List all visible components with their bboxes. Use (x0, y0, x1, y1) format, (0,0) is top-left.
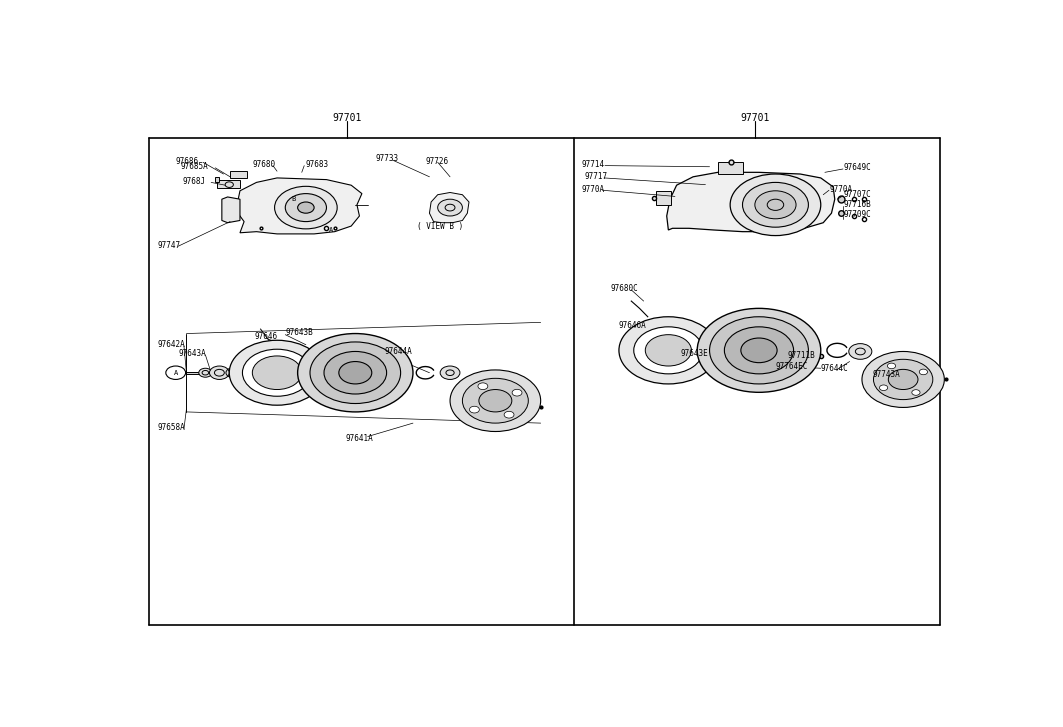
Circle shape (504, 411, 514, 418)
Text: 97680C: 97680C (610, 284, 639, 293)
Text: 97711B: 97711B (788, 351, 815, 361)
Polygon shape (667, 172, 834, 232)
Circle shape (478, 383, 488, 390)
Text: ( VIEW B ): ( VIEW B ) (417, 222, 463, 230)
Text: 97764EC: 97764EC (776, 361, 808, 371)
Circle shape (912, 390, 921, 395)
Text: 97683: 97683 (306, 160, 330, 169)
Text: 97643B: 97643B (285, 328, 313, 337)
Circle shape (470, 406, 479, 413)
Circle shape (274, 186, 337, 229)
Circle shape (741, 338, 777, 363)
Text: 97701: 97701 (333, 113, 361, 123)
Text: 97714: 97714 (581, 160, 605, 169)
Text: 97685A: 97685A (181, 162, 208, 172)
Bar (230, 172, 247, 178)
Circle shape (619, 317, 718, 384)
Text: 9768J: 9768J (183, 177, 205, 186)
Text: 97643E: 97643E (680, 349, 708, 358)
Bar (215, 177, 219, 182)
Circle shape (199, 369, 212, 377)
Circle shape (862, 351, 944, 407)
Circle shape (889, 369, 918, 390)
Text: 97658A: 97658A (157, 423, 185, 432)
Circle shape (209, 366, 230, 379)
Text: 97717: 97717 (585, 172, 607, 181)
Circle shape (438, 199, 462, 216)
Circle shape (339, 361, 372, 384)
Text: 9770A: 9770A (829, 185, 853, 193)
Text: 97707C: 97707C (843, 190, 871, 199)
Circle shape (743, 182, 809, 227)
Bar (656, 190, 671, 205)
Circle shape (645, 334, 691, 366)
Circle shape (710, 317, 809, 384)
Circle shape (879, 385, 888, 390)
Text: A: A (328, 227, 333, 233)
Circle shape (298, 334, 414, 412)
Circle shape (888, 363, 896, 369)
Text: 97716B: 97716B (843, 201, 871, 209)
Text: 97726: 97726 (425, 156, 449, 166)
Circle shape (450, 370, 541, 432)
Text: 97643A: 97643A (179, 349, 206, 358)
Bar (186, 371, 199, 374)
Text: 97733: 97733 (376, 154, 399, 164)
Polygon shape (236, 178, 361, 234)
Text: 97642A: 97642A (157, 340, 185, 349)
Text: B: B (291, 196, 296, 202)
Text: 9770A: 9770A (581, 185, 605, 193)
Bar (217, 180, 240, 188)
Circle shape (252, 356, 302, 390)
Text: 97649C: 97649C (843, 164, 871, 172)
Polygon shape (429, 193, 469, 222)
Text: 97701: 97701 (740, 113, 770, 123)
Circle shape (230, 340, 325, 405)
Text: 97646A: 97646A (619, 321, 646, 330)
Circle shape (724, 327, 794, 374)
Text: 97709C: 97709C (843, 210, 871, 220)
Circle shape (324, 351, 387, 394)
Text: 97680: 97680 (252, 160, 275, 169)
Text: 97644A: 97644A (384, 347, 411, 356)
Circle shape (755, 190, 796, 219)
Circle shape (310, 342, 401, 403)
Circle shape (478, 390, 512, 412)
Circle shape (512, 390, 522, 396)
Circle shape (285, 193, 326, 222)
Text: 97686: 97686 (175, 156, 199, 166)
Text: 97641A: 97641A (345, 434, 373, 443)
Polygon shape (222, 197, 240, 222)
Circle shape (166, 366, 186, 379)
Circle shape (848, 344, 872, 359)
Circle shape (634, 327, 703, 374)
Circle shape (440, 366, 460, 379)
Circle shape (242, 349, 311, 396)
Text: 97747: 97747 (157, 241, 181, 249)
Text: 97644C: 97644C (821, 364, 848, 373)
Circle shape (462, 378, 528, 423)
Circle shape (874, 359, 933, 400)
Text: 97646: 97646 (255, 332, 277, 342)
Circle shape (730, 174, 821, 236)
Bar (718, 161, 742, 174)
Circle shape (919, 369, 928, 374)
Text: 97743A: 97743A (873, 370, 900, 379)
Circle shape (697, 308, 821, 393)
Text: A: A (173, 370, 178, 376)
Circle shape (298, 202, 315, 213)
